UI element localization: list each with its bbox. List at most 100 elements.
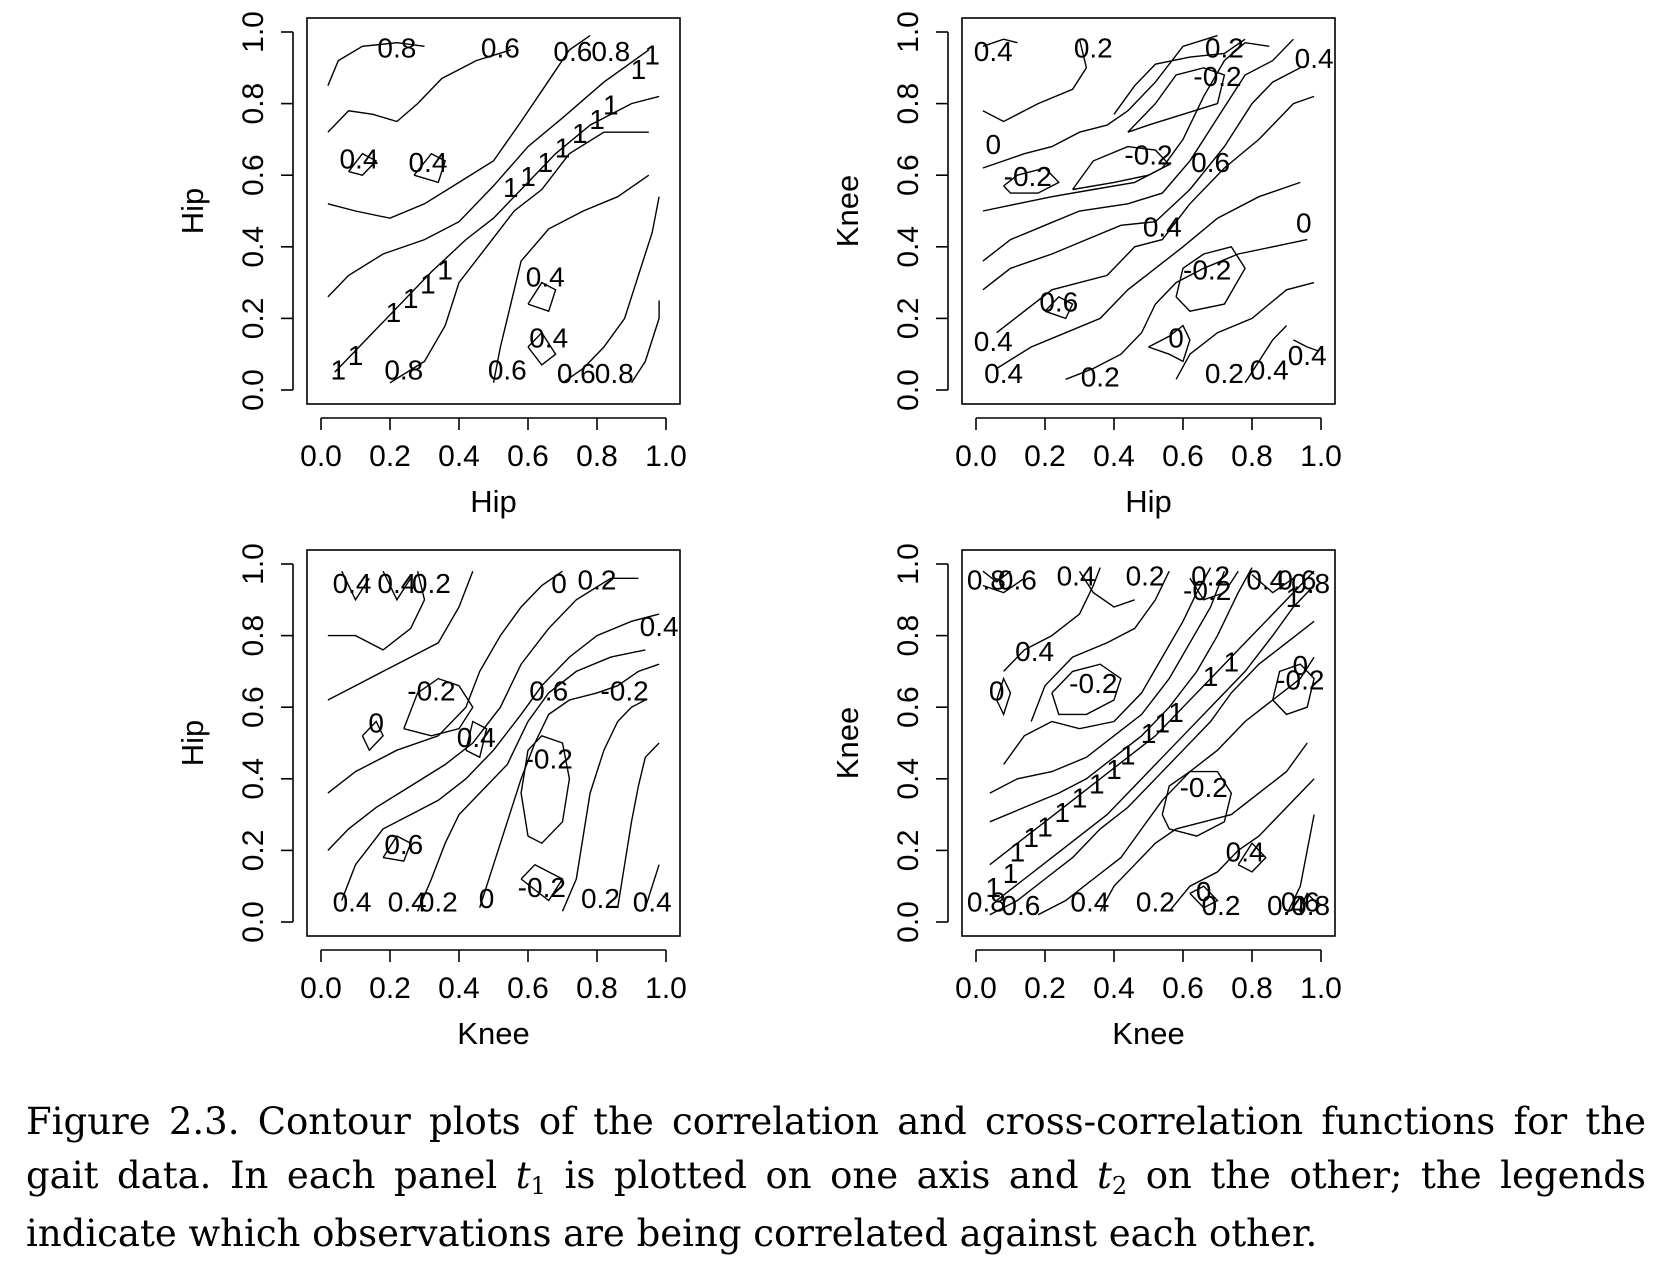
x-tick-label: 0.4 xyxy=(1093,972,1135,1005)
contour-line xyxy=(617,742,660,908)
contour-line xyxy=(327,570,474,701)
contour-line xyxy=(982,38,1018,47)
y-tick-label: 1.0 xyxy=(892,543,925,585)
contour-label: 0.6 xyxy=(1001,890,1040,921)
contour-line xyxy=(1044,296,1074,320)
contour-line xyxy=(1244,325,1288,384)
contour-label: 1 xyxy=(1286,582,1302,613)
x-axis-label: Knee xyxy=(1112,1016,1184,1051)
caption-t1-sub: 1 xyxy=(530,1172,546,1200)
contour-line xyxy=(1299,892,1315,909)
contour-line xyxy=(989,567,1253,823)
contour-label: 0.4 xyxy=(1143,211,1182,242)
plot-frame xyxy=(961,549,1336,937)
contour-line xyxy=(479,663,660,908)
contour-line xyxy=(520,863,564,902)
contour-label: 0.8 xyxy=(1291,568,1330,599)
x-tick-label: 0.8 xyxy=(1231,440,1273,473)
x-axis-label: Knee xyxy=(457,1016,529,1051)
caption-part1: Figure 2.3. Contour plots of the correla… xyxy=(26,1100,1646,1197)
contour-label: 0.4 xyxy=(974,326,1013,357)
contour-line xyxy=(1037,656,1315,916)
contour-label: 1 xyxy=(1089,768,1105,799)
x-tick-label: 0.6 xyxy=(1162,972,1204,1005)
contour-line xyxy=(327,570,563,794)
x-tick-label: 0.0 xyxy=(955,972,997,1005)
contour-label: 1 xyxy=(1168,697,1184,728)
contour-label: 1 xyxy=(503,172,519,203)
y-axis-label: Hip xyxy=(175,720,210,767)
y-axis-label: Knee xyxy=(830,175,865,247)
contour-label: 0.6 xyxy=(1277,564,1316,595)
contour-label: 1 xyxy=(1023,822,1039,853)
y-tick-label: 0.8 xyxy=(892,615,925,657)
contour-label: 0.8 xyxy=(967,886,1006,917)
contour-label: 0.4 xyxy=(526,261,565,292)
contour-label: 0.2 xyxy=(1201,890,1240,921)
contour-line xyxy=(989,620,1315,916)
contour-line xyxy=(982,570,1011,583)
y-tick-label: 0.2 xyxy=(892,830,925,872)
contour-label: 1 xyxy=(330,354,346,385)
contour-line xyxy=(982,34,1218,169)
y-tick-label: 0.6 xyxy=(237,154,270,196)
contour-line xyxy=(1099,742,1308,912)
x-tick-label: 0.8 xyxy=(1231,972,1273,1005)
contour-label: 0.2 xyxy=(1205,32,1244,63)
contour-line xyxy=(1003,167,1060,194)
caption-t1-var: t xyxy=(515,1154,531,1197)
contour-line xyxy=(334,95,660,373)
contour-line xyxy=(389,131,649,384)
contour-label: 0 xyxy=(1168,322,1184,353)
contour-line xyxy=(996,585,1315,902)
contour-label: 1 xyxy=(1106,754,1122,785)
contour-line xyxy=(1175,281,1315,380)
contour-label: -0.2 xyxy=(1276,665,1324,696)
contour-label: -0.2 xyxy=(407,675,455,706)
x-tick-label: 1.0 xyxy=(645,972,687,1005)
contour-label: 0.4 xyxy=(457,722,496,753)
contour-label: 0.6 xyxy=(488,354,527,385)
contour-label: -0.2 xyxy=(1004,161,1052,192)
contour-line xyxy=(561,699,646,912)
y-tick-label: 1.0 xyxy=(237,543,270,585)
contour-label: 0.4 xyxy=(1015,636,1054,667)
contour-label: -0.2 xyxy=(1183,254,1231,285)
contour-line xyxy=(1003,567,1101,672)
contour-label: 0.6 xyxy=(529,675,568,706)
contour-label: 0.2 xyxy=(1136,886,1175,917)
contour-line xyxy=(1161,770,1233,837)
contour-label: -0.2 xyxy=(1183,575,1231,606)
contour-label: 0.2 xyxy=(581,883,620,914)
contour-label: 0.4 xyxy=(974,36,1013,67)
contour-label: 0.4 xyxy=(339,143,378,174)
x-tick-label: 0.6 xyxy=(507,440,549,473)
contour-label: 0.4 xyxy=(984,358,1023,389)
x-tick-label: 1.0 xyxy=(1300,972,1342,1005)
contour-line xyxy=(1078,570,1135,608)
x-tick-label: 0.8 xyxy=(576,972,618,1005)
contour-label: 0.6 xyxy=(1039,286,1078,317)
y-axis-label: Hip xyxy=(175,188,210,235)
contour-label: 0.6 xyxy=(553,36,592,67)
contour-line xyxy=(327,49,512,133)
panel-knee-knee: 0.80.6 0.4 0.2 0.2-0.2 0.40.60.810.40 -0.2 1 1 0… xyxy=(830,543,1342,1051)
plot-frame xyxy=(961,17,1336,405)
contour-label: 0.6 xyxy=(481,32,520,63)
contour-label: 1 xyxy=(1141,718,1157,749)
contour-label: -0.2 xyxy=(518,872,566,903)
contour-line xyxy=(341,570,370,602)
contour-label: 1 xyxy=(537,147,553,178)
contour-label: 0.2 xyxy=(1191,561,1230,592)
contour-line xyxy=(989,570,1315,866)
contour-line xyxy=(982,41,1270,212)
contour-label: 0.8 xyxy=(1291,890,1330,921)
contour-line xyxy=(348,152,378,176)
contour-label: 0.4 xyxy=(1226,836,1265,867)
contour-label: 0 xyxy=(1296,208,1312,239)
contour-label: 1 xyxy=(572,118,588,149)
contour-label: 1 xyxy=(348,340,364,371)
contour-label: 0.8 xyxy=(591,36,630,67)
contour-label: 1 xyxy=(1037,811,1053,842)
